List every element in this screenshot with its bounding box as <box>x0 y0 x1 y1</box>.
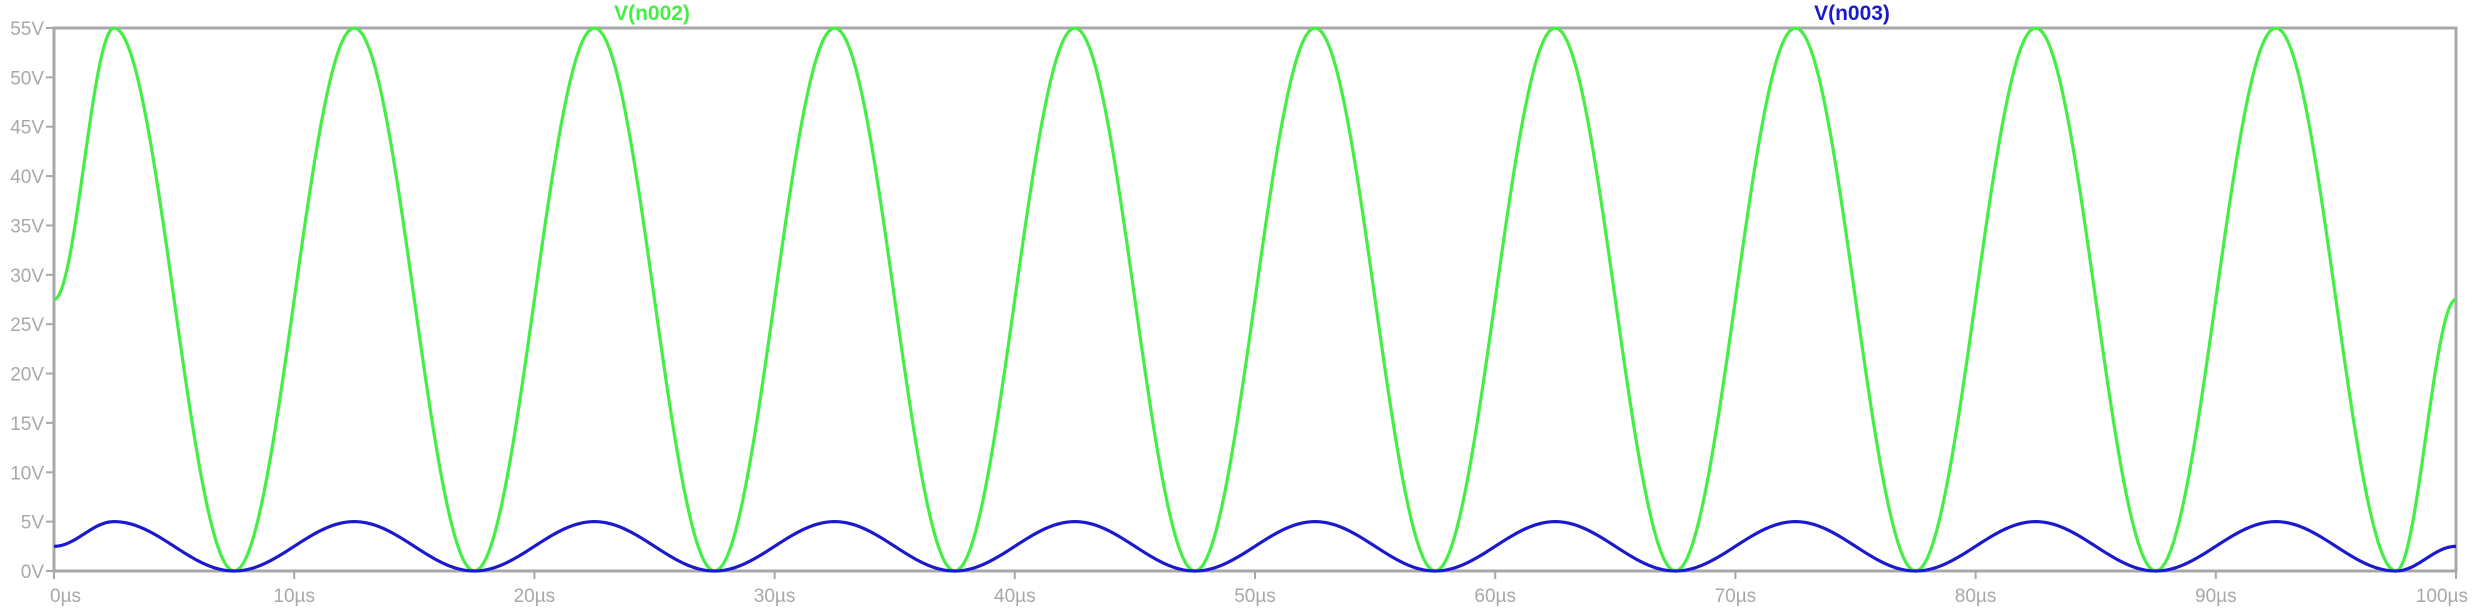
y-tick-label: 50V <box>10 68 44 89</box>
x-tick-label: 80µs <box>1955 586 1997 607</box>
y-tick-label: 0V <box>21 562 45 583</box>
x-tick-label: 100µs <box>2416 586 2468 607</box>
y-tick-label: 20V <box>10 365 44 386</box>
y-tick-label: 15V <box>10 414 44 435</box>
x-tick-label: 40µs <box>994 586 1036 607</box>
y-tick-label: 45V <box>10 118 44 139</box>
x-tick-label: 0µs <box>50 586 81 607</box>
x-tick-label: 50µs <box>1234 586 1276 607</box>
traces <box>53 26 2457 573</box>
series-label[interactable]: V(n002) <box>614 2 690 25</box>
x-tick-label: 20µs <box>514 586 556 607</box>
x-tick-label: 60µs <box>1474 586 1516 607</box>
axes: 0V 5V 10V 15V 20V 25V 30V 35V 40V 45V 50V 55V 0µs 10µ… <box>10 19 2468 607</box>
x-tick-label: 10µs <box>273 586 315 607</box>
x-tick-label: 70µs <box>1715 586 1757 607</box>
y-tick-label: 5V <box>21 513 45 534</box>
x-tick-label: 30µs <box>754 586 796 607</box>
trace-v-n003[interactable] <box>53 520 2457 573</box>
y-tick-label: 55V <box>10 19 44 40</box>
series-label[interactable]: V(n003) <box>1814 2 1890 25</box>
y-tick-label: 30V <box>10 266 44 287</box>
y-tick-label: 35V <box>10 216 44 237</box>
y-tick-label: 25V <box>10 315 44 336</box>
trace-v-n002[interactable] <box>53 26 2457 573</box>
trace-labels: V(n002) V(n003) <box>614 2 1890 25</box>
x-tick-label: 90µs <box>2195 586 2237 607</box>
y-tick-label: 10V <box>10 463 44 484</box>
y-tick-label: 40V <box>10 167 44 188</box>
